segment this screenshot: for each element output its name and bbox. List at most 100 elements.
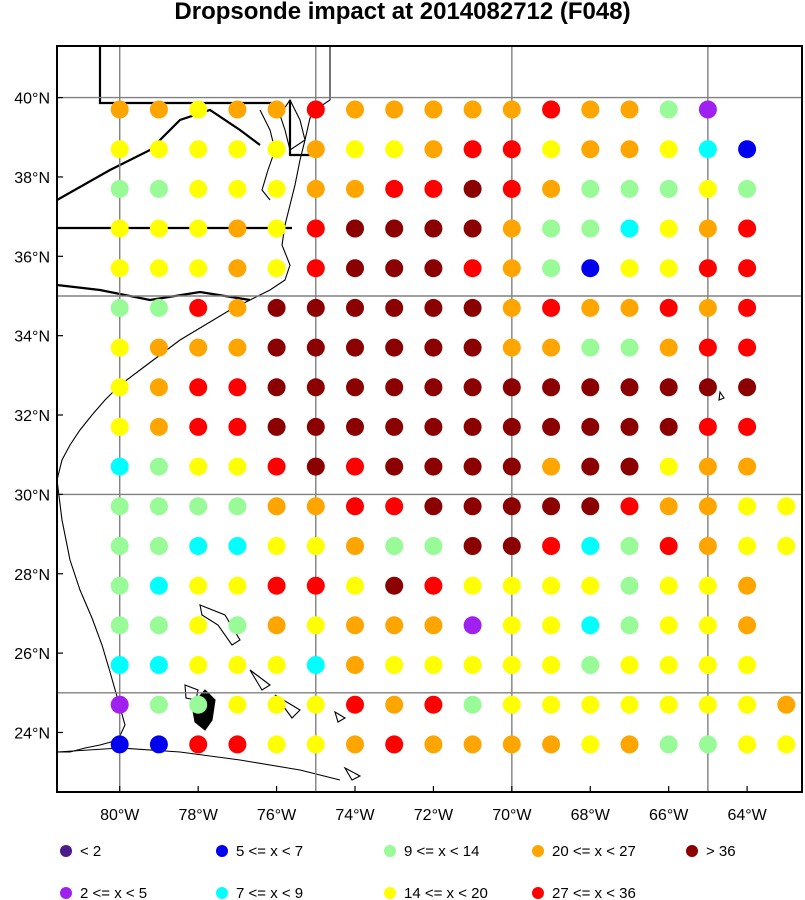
dropsonde-point	[267, 537, 286, 555]
dropsonde-point	[267, 179, 286, 198]
dropsonde-point	[738, 298, 757, 317]
dropsonde-point	[306, 378, 325, 397]
dropsonde-point	[542, 100, 561, 119]
dropsonde-point	[149, 298, 168, 317]
dropsonde-point	[267, 576, 286, 595]
dropsonde-point	[346, 219, 364, 238]
dropsonde-point	[267, 457, 286, 476]
dropsonde-point	[620, 735, 639, 754]
dropsonde-point	[149, 576, 168, 595]
dropsonde-point	[502, 219, 521, 238]
dropsonde-point	[424, 695, 443, 714]
dropsonde-point	[581, 298, 600, 317]
dropsonde-point	[659, 417, 678, 436]
dropsonde-point	[738, 338, 757, 357]
dropsonde-point	[149, 338, 168, 357]
dropsonde-point	[306, 695, 325, 714]
legend-swatch	[384, 845, 396, 857]
dropsonde-point	[306, 656, 325, 674]
dropsonde-point	[306, 100, 325, 119]
dropsonde-point	[189, 735, 208, 754]
dropsonde-point	[659, 616, 678, 635]
dropsonde-point	[738, 537, 757, 555]
dropsonde-point	[306, 338, 325, 357]
dropsonde-point	[346, 298, 364, 317]
lon-tick-label: 70°W	[492, 807, 532, 824]
lon-tick-label: 76°W	[257, 807, 297, 824]
dropsonde-point	[149, 616, 168, 635]
dropsonde-point	[424, 140, 443, 159]
dropsonde-point	[581, 179, 600, 198]
dropsonde-point	[542, 497, 561, 516]
dropsonde-point	[463, 735, 482, 754]
lon-tick-label: 64°W	[727, 807, 767, 824]
dropsonde-point	[581, 576, 600, 595]
dropsonde-point	[189, 219, 208, 238]
map-frame	[56, 45, 803, 793]
dropsonde-point	[228, 338, 247, 357]
legend-swatch	[532, 845, 544, 857]
lat-tick-label: 34°N	[14, 329, 50, 346]
dropsonde-point	[698, 497, 717, 516]
dropsonde-point	[149, 695, 168, 714]
dropsonde-point	[620, 259, 639, 278]
dropsonde-point	[228, 695, 247, 714]
lon-tick-label: 72°W	[414, 807, 454, 824]
axis-ticks: 24°N 26°N 28°N 30°N 32°N 34°N 36°N 38°N 40°N 80°W…	[14, 91, 767, 824]
dropsonde-point	[463, 378, 482, 397]
dropsonde-point	[110, 695, 129, 714]
dropsonde-point	[620, 100, 639, 119]
dropsonde-point	[385, 735, 404, 754]
dropsonde-point	[738, 735, 757, 754]
dropsonde-point	[502, 259, 521, 278]
dropsonde-point	[189, 378, 208, 397]
dropsonde-point	[620, 378, 639, 397]
lat-tick-label: 28°N	[14, 567, 50, 584]
dropsonde-point	[110, 140, 129, 159]
dropsonde-point	[581, 656, 600, 674]
dropsonde-point	[659, 537, 678, 555]
dropsonde-point	[149, 417, 168, 436]
dropsonde-point	[228, 656, 247, 674]
dropsonde-point	[385, 338, 404, 357]
dropsonde-point	[463, 179, 482, 198]
state-borders	[56, 46, 312, 302]
dropsonde-point	[463, 656, 482, 674]
dropsonde-point	[189, 298, 208, 317]
dropsonde-point	[542, 417, 561, 436]
dropsonde-point	[502, 457, 521, 476]
dropsonde-point	[698, 695, 717, 714]
dropsonde-point	[581, 140, 600, 159]
dropsonde-point	[463, 537, 482, 555]
dropsonde-point	[738, 497, 757, 516]
dropsonde-point	[620, 537, 639, 555]
dropsonde-point	[267, 259, 286, 278]
legend-label: 5 <= x < 7	[236, 843, 303, 860]
dropsonde-point	[659, 219, 678, 238]
dropsonde-point	[306, 417, 325, 436]
dropsonde-point	[659, 298, 678, 317]
legend-label: < 2	[80, 843, 101, 860]
dropsonde-point	[346, 457, 364, 476]
dropsonde-point	[385, 100, 404, 119]
lon-tick-label: 80°W	[100, 807, 140, 824]
dropsonde-point	[306, 219, 325, 238]
dropsonde-point	[228, 576, 247, 595]
dropsonde-point	[659, 100, 678, 119]
dropsonde-point	[424, 338, 443, 357]
dropsonde-point	[502, 378, 521, 397]
dropsonde-point	[463, 616, 482, 635]
dropsonde-point	[581, 537, 600, 555]
dropsonde-point	[149, 457, 168, 476]
dropsonde-point	[698, 735, 717, 754]
dropsonde-point	[267, 140, 286, 159]
lon-tick-label: 74°W	[335, 807, 375, 824]
dropsonde-point	[385, 298, 404, 317]
dropsonde-point	[659, 338, 678, 357]
dropsonde-point	[424, 457, 443, 476]
dropsonde-point	[502, 179, 521, 198]
dropsonde-point	[463, 298, 482, 317]
dropsonde-point	[542, 179, 561, 198]
dropsonde-point	[659, 656, 678, 674]
